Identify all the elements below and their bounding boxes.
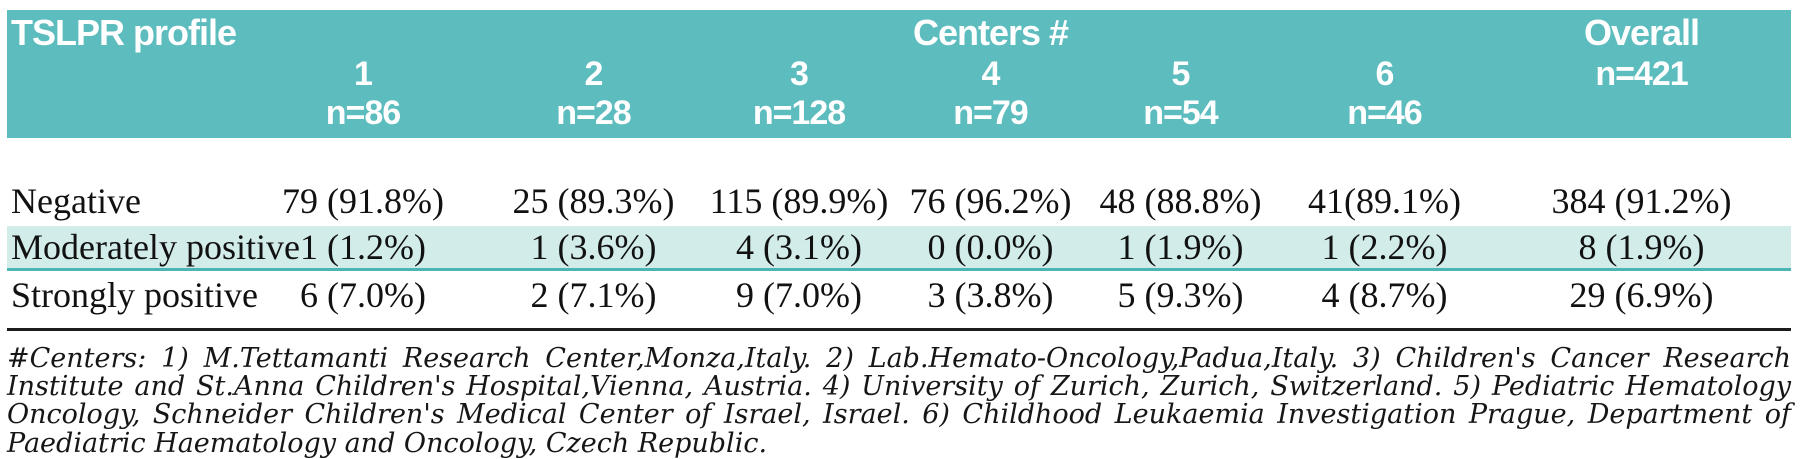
cell-value: 76 (96.2%) — [909, 181, 1072, 221]
cell-value: 29 (6.9%) — [1569, 275, 1714, 316]
header-row-center-ids: 1 2 3 4 5 6 n=421 — [7, 54, 1791, 94]
row-label: Strongly positive — [11, 275, 259, 316]
cell-value: 79 (91.8%) — [282, 181, 444, 221]
center-id-4: 4 — [897, 54, 1084, 94]
cell-value: 4 (8.7%) — [1321, 275, 1448, 316]
cell-value: 8 (1.9%) — [1492, 226, 1791, 271]
tslpr-profile-table: TSLPR profile Centers # Overall 1 2 3 4 … — [7, 10, 1791, 320]
table-row-moderately-positive: Moderately positive 1 (1.2%) 1 (3.6%) 4 … — [7, 226, 1791, 271]
cell-value: 1 (1.9%) — [1084, 226, 1277, 271]
center-n-4: n=79 — [897, 94, 1084, 138]
center-id-5: 5 — [1084, 54, 1277, 94]
footnote-divider — [7, 327, 1791, 331]
cell-value: 0 (0.0%) — [897, 226, 1084, 271]
cell-value: 6 (7.0%) — [300, 275, 426, 316]
center-n-6: n=46 — [1277, 94, 1492, 138]
cell-value: 9 (7.0%) — [736, 275, 862, 316]
cell-value: 1 (1.2%) — [240, 226, 486, 271]
cell-value: 41(89.1%) — [1308, 181, 1461, 221]
cell-value: 384 (91.2%) — [1551, 181, 1732, 221]
center-n-5: n=54 — [1084, 94, 1277, 138]
overall-n: n=421 — [1492, 54, 1791, 94]
centers-footnote: #Centers: 1) M.Tettamanti Research Cente… — [7, 342, 1791, 459]
center-n-2: n=28 — [486, 94, 701, 138]
center-id-2: 2 — [486, 54, 701, 94]
table-row-strongly-positive: Strongly positive 6 (7.0%) 2 (7.1%) 9 (7… — [7, 270, 1791, 320]
cell-value: 3 (3.8%) — [927, 275, 1054, 316]
cell-value: 1 (3.6%) — [486, 226, 701, 271]
center-id-6: 6 — [1277, 54, 1492, 94]
overall-column-header: Overall — [1492, 10, 1791, 54]
cell-value: 1 (2.2%) — [1277, 226, 1492, 271]
center-n-3: n=128 — [701, 94, 897, 138]
centers-group-label: Centers # — [897, 10, 1084, 54]
cell-value: 5 (9.3%) — [1117, 275, 1244, 316]
header-row-center-ns: n=86 n=28 n=128 n=79 n=54 n=46 — [7, 94, 1791, 138]
table-body: Negative 79 (91.8%) 25 (89.3%) 115 (89.9… — [7, 138, 1791, 320]
table-row-negative: Negative 79 (91.8%) 25 (89.3%) 115 (89.9… — [7, 176, 1791, 226]
table-header: TSLPR profile Centers # Overall 1 2 3 4 … — [7, 10, 1791, 138]
cell-value: 2 (7.1%) — [530, 275, 657, 316]
header-row-titles: TSLPR profile Centers # Overall — [7, 10, 1791, 54]
center-n-1: n=86 — [240, 94, 486, 138]
cell-value: 48 (88.8%) — [1099, 181, 1262, 221]
cell-value: 4 (3.1%) — [701, 226, 897, 271]
row-label: Moderately positive — [7, 226, 300, 271]
row-label: Negative — [11, 181, 141, 221]
center-id-3: 3 — [701, 54, 897, 94]
center-id-1: 1 — [240, 54, 486, 94]
cell-value: 115 (89.9%) — [709, 181, 889, 221]
spacer-row — [7, 138, 1791, 176]
cell-value: 25 (89.3%) — [512, 181, 675, 221]
row-group-header: TSLPR profile — [7, 10, 240, 54]
